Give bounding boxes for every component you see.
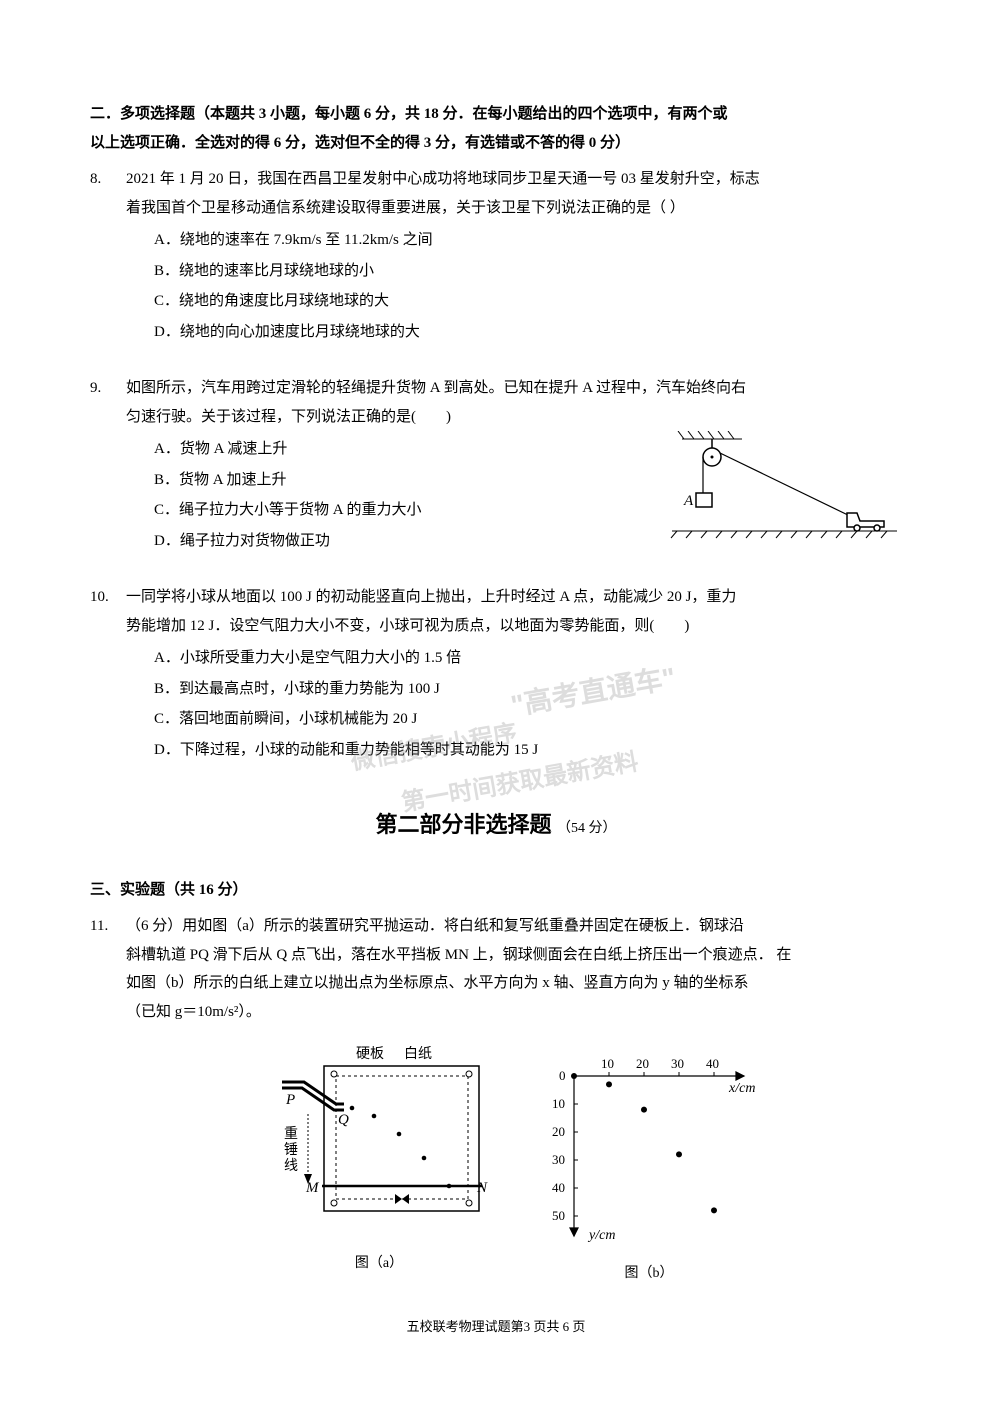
page-footer: 五校联考物理试题第3 页共 6 页 — [90, 1315, 902, 1340]
question-stem: 如图所示，汽车用跨过定滑轮的轻绳提升货物 A 到高处。已知在提升 A 过程中，汽… — [126, 374, 902, 431]
question-11: 11. （6 分）用如图（a）所示的装置研究平抛运动．将白纸和复写纸重叠并固定在… — [90, 912, 902, 1287]
label-plumb: 锤 — [284, 1142, 298, 1158]
options: A．小球所受重力大小是空气阻力大小的 1.5 倍 B．到达最高点时，小球的重力势… — [126, 644, 902, 764]
section-header-line: 二．多项选择题（本题共 3 小题，每小题 6 分，共 18 分．在每小题给出的四… — [90, 106, 728, 122]
stem-line: 势能增加 12 J．设空气阻力大小不变，小球可视为质点，以地面为零势能面，则( … — [126, 618, 689, 634]
label-m: M — [305, 1180, 320, 1196]
stem-line: 着我国首个卫星移动通信系统建设取得重要进展，关于该卫星下列说法正确的是（ ） — [126, 200, 685, 216]
option-c: C．落回地面前瞬间，小球机械能为 20 J — [126, 705, 902, 734]
label-a: A — [683, 493, 694, 509]
svg-text:30: 30 — [552, 1152, 565, 1167]
option-b: B．绕地的速率比月球绕地球的小 — [126, 257, 902, 286]
svg-text:20: 20 — [552, 1124, 565, 1139]
option-a: A．货物 A 减速上升 — [126, 435, 636, 464]
section-header: 二．多项选择题（本题共 3 小题，每小题 6 分，共 18 分．在每小题给出的四… — [90, 100, 902, 157]
label-p: P — [285, 1092, 295, 1108]
question-number: 11. — [90, 912, 116, 941]
option-d: D．绳子拉力对货物做正功 — [126, 527, 636, 556]
part2-title-text: 第二部分非选择题 — [375, 812, 551, 837]
label-paper: 白纸 — [404, 1046, 432, 1062]
stem-line: （6 分）用如图（a）所示的装置研究平抛运动．将白纸和复写纸重叠并固定在硬板上．… — [126, 918, 744, 934]
y-axis-label: y/cm — [587, 1228, 615, 1243]
svg-text:10: 10 — [552, 1096, 565, 1111]
stem-line: 如图（b）所示的白纸上建立以抛出点为坐标原点、水平方向为 x 轴、竖直方向为 y… — [126, 975, 749, 991]
option-d: D．绕地的向心加速度比月球绕地球的大 — [126, 318, 902, 347]
page-container: "高考直通车" 微信搜索小程序 第一时间获取最新资料 二．多项选择题（本题共 3… — [90, 100, 902, 1340]
svg-text:10: 10 — [601, 1056, 614, 1071]
question-number: 9. — [90, 374, 116, 403]
option-a: A．绕地的速率在 7.9km/s 至 11.2km/s 之间 — [126, 226, 902, 255]
option-b: B．到达最高点时，小球的重力势能为 100 J — [126, 675, 902, 704]
question-number: 8. — [90, 165, 116, 194]
part2-title: 第二部分非选择题 （54 分） — [90, 804, 902, 846]
option-b: B．货物 A 加速上升 — [126, 466, 636, 495]
section-header-line: 以上选项正确．全选对的得 6 分，选对但不全的得 3 分，有选错或不答的得 0 … — [90, 135, 630, 151]
stem-line: 2021 年 1 月 20 日，我国在西昌卫星发射中心成功将地球同步卫星天通一号… — [126, 171, 760, 187]
svg-text:40: 40 — [706, 1056, 719, 1071]
label-plumb: 重 — [284, 1126, 298, 1142]
figure-q9: A — [652, 431, 902, 552]
stem-line: 如图所示，汽车用跨过定滑轮的轻绳提升货物 A 到高处。已知在提升 A 过程中，汽… — [126, 380, 746, 396]
stem-line: 一同学将小球从地面以 100 J 的初动能竖直向上抛出，上升时经过 A 点，动能… — [126, 589, 736, 605]
svg-text:40: 40 — [552, 1180, 565, 1195]
options: A．货物 A 减速上升 B．货物 A 加速上升 C．绳子拉力大小等于货物 A 的… — [126, 435, 636, 555]
question-9: 9. 如图所示，汽车用跨过定滑轮的轻绳提升货物 A 到高处。已知在提升 A 过程… — [90, 374, 902, 555]
svg-text:20: 20 — [636, 1056, 649, 1071]
question-10: 10. 一同学将小球从地面以 100 J 的初动能竖直向上抛出，上升时经过 A … — [90, 583, 902, 764]
options: A．绕地的速率在 7.9km/s 至 11.2km/s 之间 B．绕地的速率比月… — [126, 226, 902, 346]
question-stem: （6 分）用如图（a）所示的装置研究平抛运动．将白纸和复写纸重叠并固定在硬板上．… — [126, 912, 902, 1026]
question-stem: 一同学将小球从地面以 100 J 的初动能竖直向上抛出，上升时经过 A 点，动能… — [126, 583, 902, 640]
x-axis-label: x/cm — [728, 1081, 755, 1096]
option-c: C．绕地的角速度比月球绕地球的大 — [126, 287, 902, 316]
label-n: N — [476, 1180, 488, 1196]
figure-b: 0 x/cm y/cm 10 20 30 40 10 20 30 40 50 图（b） — [534, 1046, 764, 1287]
svg-text:50: 50 — [552, 1208, 565, 1223]
label-plumb: 线 — [284, 1158, 298, 1174]
y-tick-0: 0 — [559, 1068, 566, 1083]
figure-a-caption: 图（a） — [264, 1251, 494, 1278]
question-8: 8. 2021 年 1 月 20 日，我国在西昌卫星发射中心成功将地球同步卫星天… — [90, 165, 902, 346]
figure-b-caption: 图（b） — [534, 1261, 764, 1288]
svg-text:30: 30 — [671, 1056, 684, 1071]
option-c: C．绳子拉力大小等于货物 A 的重力大小 — [126, 496, 636, 525]
option-a: A．小球所受重力大小是空气阻力大小的 1.5 倍 — [126, 644, 902, 673]
label-hardboard: 硬板 — [356, 1046, 384, 1062]
question-stem: 2021 年 1 月 20 日，我国在西昌卫星发射中心成功将地球同步卫星天通一号… — [126, 165, 902, 222]
stem-line: 斜槽轨道 PQ 滑下后从 Q 点飞出，落在水平挡板 MN 上，钢球侧面会在白纸上… — [126, 947, 791, 963]
part2-subtitle: （54 分） — [557, 821, 617, 836]
section3-header: 三、实验题（共 16 分） — [90, 876, 902, 905]
option-d: D．下降过程，小球的动能和重力势能相等时其动能为 15 J — [126, 736, 902, 765]
question-number: 10. — [90, 583, 116, 612]
stem-line: （已知 g＝10m/s²）。 — [126, 1004, 261, 1020]
label-q: Q — [338, 1112, 349, 1128]
figure-a: 硬板 白纸 — [264, 1046, 494, 1277]
stem-line: 匀速行驶。关于该过程，下列说法正确的是( ) — [126, 409, 451, 425]
